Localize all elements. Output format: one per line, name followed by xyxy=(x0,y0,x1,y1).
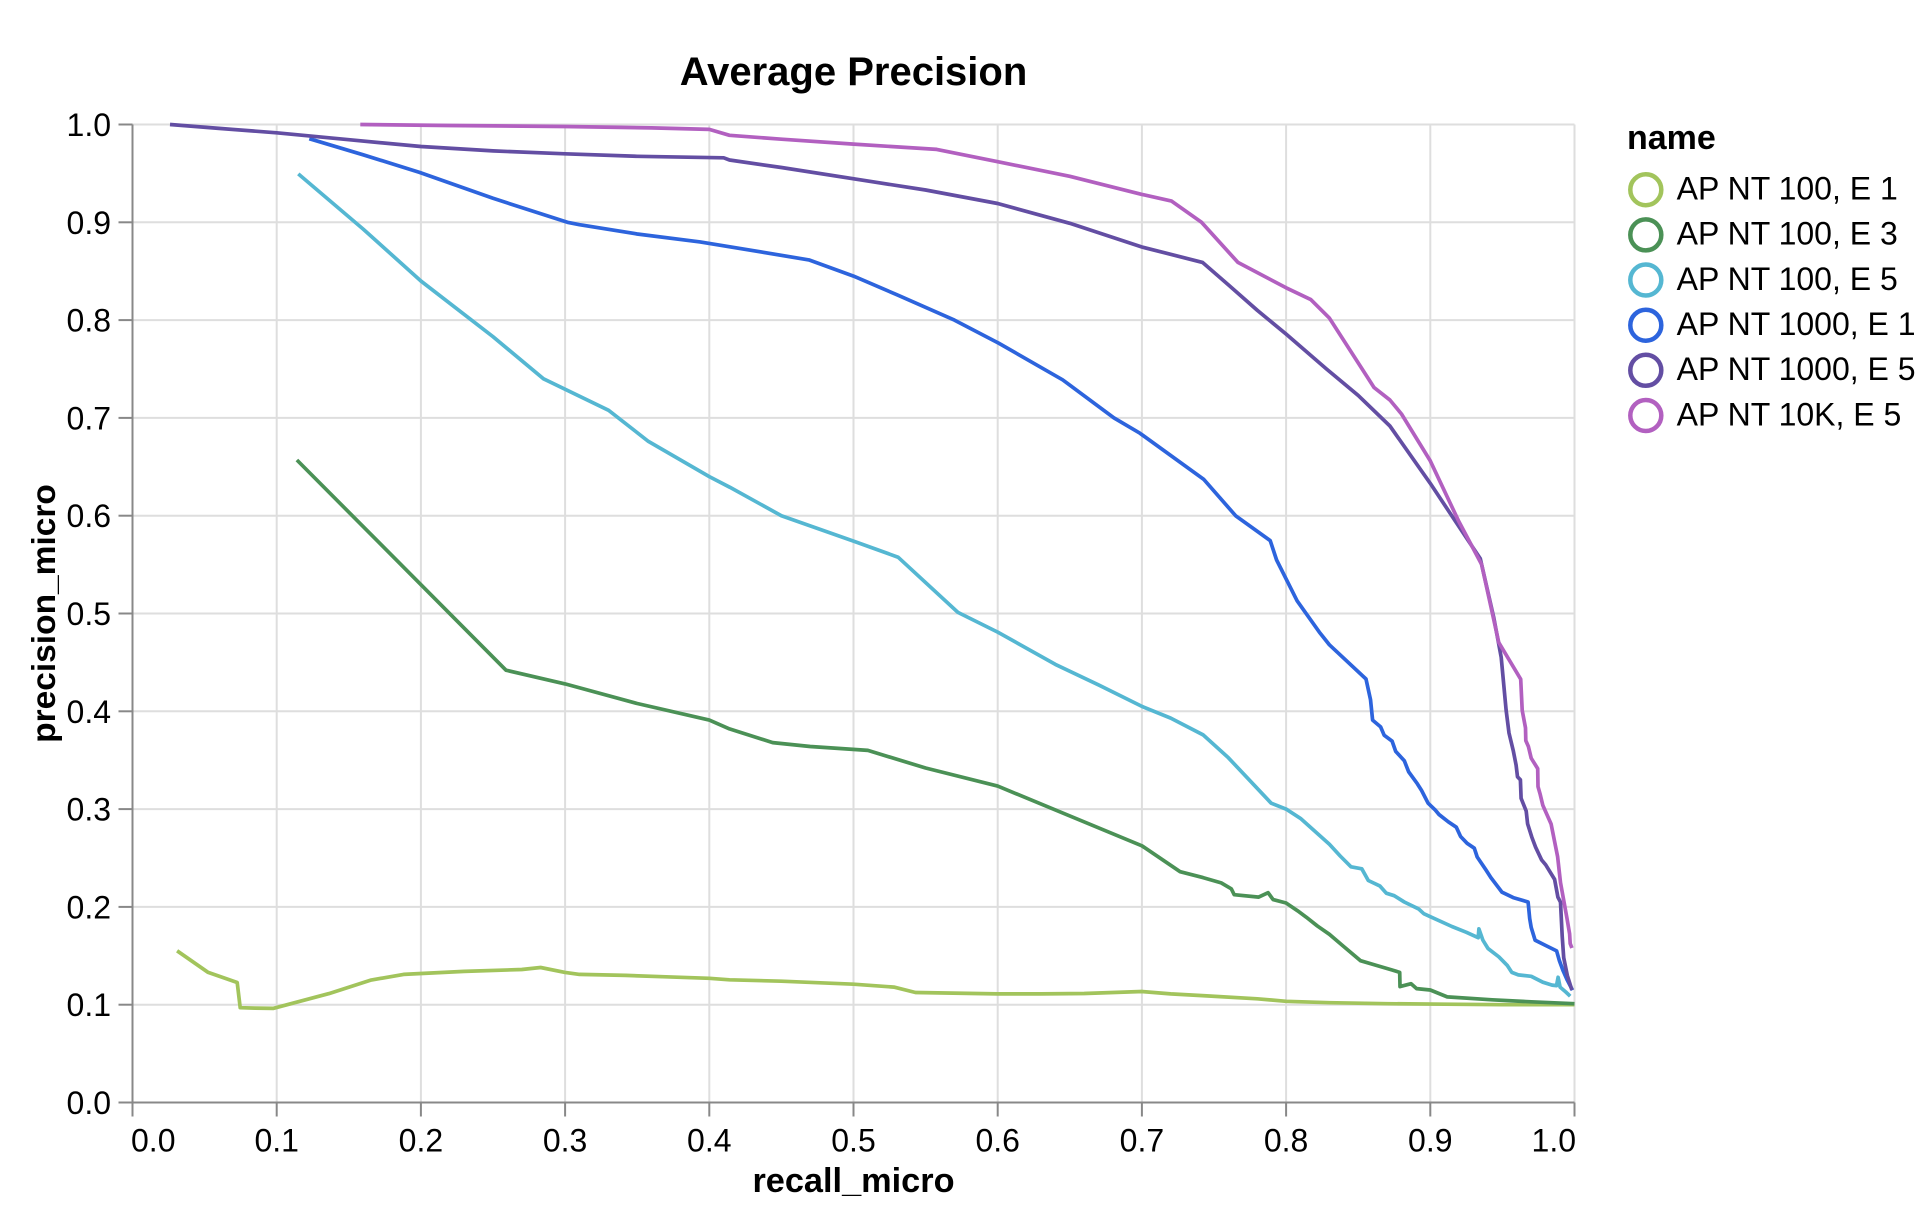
svg-text:AP NT 10K, E 5: AP NT 10K, E 5 xyxy=(1677,396,1902,432)
svg-text:0.0: 0.0 xyxy=(67,1085,111,1121)
svg-text:AP NT 1000, E 5: AP NT 1000, E 5 xyxy=(1677,351,1916,387)
svg-text:Average Precision: Average Precision xyxy=(680,50,1028,94)
svg-text:0.5: 0.5 xyxy=(67,596,111,632)
svg-text:0.3: 0.3 xyxy=(67,792,111,828)
svg-text:0.9: 0.9 xyxy=(1408,1123,1452,1159)
svg-text:0.0: 0.0 xyxy=(131,1123,175,1159)
svg-text:1.0: 1.0 xyxy=(1532,1123,1576,1159)
svg-text:precision_micro: precision_micro xyxy=(26,484,63,743)
svg-text:0.6: 0.6 xyxy=(975,1123,1019,1159)
svg-text:AP NT 100, E 5: AP NT 100, E 5 xyxy=(1677,261,1898,297)
svg-text:0.6: 0.6 xyxy=(67,498,111,534)
svg-text:1.0: 1.0 xyxy=(67,107,111,143)
svg-text:name: name xyxy=(1627,119,1716,157)
svg-text:0.2: 0.2 xyxy=(399,1123,443,1159)
svg-text:AP NT 100, E 3: AP NT 100, E 3 xyxy=(1677,216,1898,252)
svg-text:0.9: 0.9 xyxy=(67,205,111,241)
svg-text:0.2: 0.2 xyxy=(67,889,111,925)
svg-text:0.8: 0.8 xyxy=(67,303,111,339)
svg-text:0.7: 0.7 xyxy=(1120,1123,1164,1159)
svg-text:0.3: 0.3 xyxy=(543,1123,587,1159)
svg-text:0.8: 0.8 xyxy=(1264,1123,1308,1159)
svg-text:AP NT 1000, E 1: AP NT 1000, E 1 xyxy=(1677,306,1916,342)
svg-text:0.1: 0.1 xyxy=(67,987,111,1023)
svg-text:0.5: 0.5 xyxy=(831,1123,875,1159)
svg-text:AP NT 100, E 1: AP NT 100, E 1 xyxy=(1677,171,1898,207)
svg-text:0.1: 0.1 xyxy=(254,1123,298,1159)
svg-text:0.4: 0.4 xyxy=(687,1123,731,1159)
svg-text:recall_micro: recall_micro xyxy=(752,1162,954,1200)
svg-text:0.7: 0.7 xyxy=(67,400,111,436)
svg-text:0.4: 0.4 xyxy=(67,694,111,730)
